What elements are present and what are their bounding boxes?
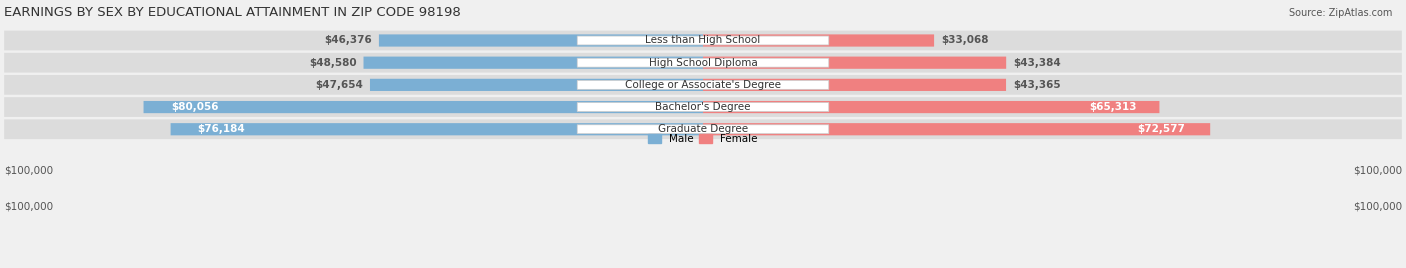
Text: Bachelor's Degree: Bachelor's Degree — [655, 102, 751, 112]
Text: $43,384: $43,384 — [1014, 58, 1062, 68]
FancyBboxPatch shape — [364, 57, 703, 69]
FancyBboxPatch shape — [378, 34, 703, 47]
Text: $33,068: $33,068 — [941, 35, 988, 46]
Text: Graduate Degree: Graduate Degree — [658, 124, 748, 134]
Text: High School Diploma: High School Diploma — [648, 58, 758, 68]
Text: EARNINGS BY SEX BY EDUCATIONAL ATTAINMENT IN ZIP CODE 98198: EARNINGS BY SEX BY EDUCATIONAL ATTAINMEN… — [4, 6, 461, 19]
FancyBboxPatch shape — [578, 36, 828, 45]
FancyBboxPatch shape — [578, 125, 828, 134]
Text: $100,000: $100,000 — [4, 201, 53, 211]
Text: $100,000: $100,000 — [1353, 165, 1402, 175]
FancyBboxPatch shape — [4, 97, 1402, 117]
FancyBboxPatch shape — [170, 123, 703, 135]
FancyBboxPatch shape — [4, 75, 1402, 95]
Text: $80,056: $80,056 — [172, 102, 219, 112]
Text: $100,000: $100,000 — [4, 165, 53, 175]
Text: $47,654: $47,654 — [315, 80, 363, 90]
Text: College or Associate's Degree: College or Associate's Degree — [626, 80, 780, 90]
FancyBboxPatch shape — [578, 58, 828, 67]
Text: $72,577: $72,577 — [1137, 124, 1185, 134]
FancyBboxPatch shape — [703, 123, 1211, 135]
Text: Less than High School: Less than High School — [645, 35, 761, 46]
Text: Source: ZipAtlas.com: Source: ZipAtlas.com — [1288, 8, 1392, 18]
FancyBboxPatch shape — [370, 79, 703, 91]
FancyBboxPatch shape — [703, 34, 934, 47]
Text: $65,313: $65,313 — [1090, 102, 1136, 112]
Text: $46,376: $46,376 — [325, 35, 373, 46]
FancyBboxPatch shape — [703, 57, 1007, 69]
FancyBboxPatch shape — [578, 103, 828, 111]
FancyBboxPatch shape — [4, 31, 1402, 50]
FancyBboxPatch shape — [703, 79, 1007, 91]
FancyBboxPatch shape — [4, 53, 1402, 73]
FancyBboxPatch shape — [4, 119, 1402, 139]
FancyBboxPatch shape — [578, 80, 828, 89]
Legend: Male, Female: Male, Female — [644, 130, 762, 148]
FancyBboxPatch shape — [143, 101, 703, 113]
FancyBboxPatch shape — [703, 101, 1160, 113]
Text: $48,580: $48,580 — [309, 58, 357, 68]
Text: $76,184: $76,184 — [197, 124, 245, 134]
Text: $100,000: $100,000 — [1353, 201, 1402, 211]
Text: $43,365: $43,365 — [1014, 80, 1060, 90]
